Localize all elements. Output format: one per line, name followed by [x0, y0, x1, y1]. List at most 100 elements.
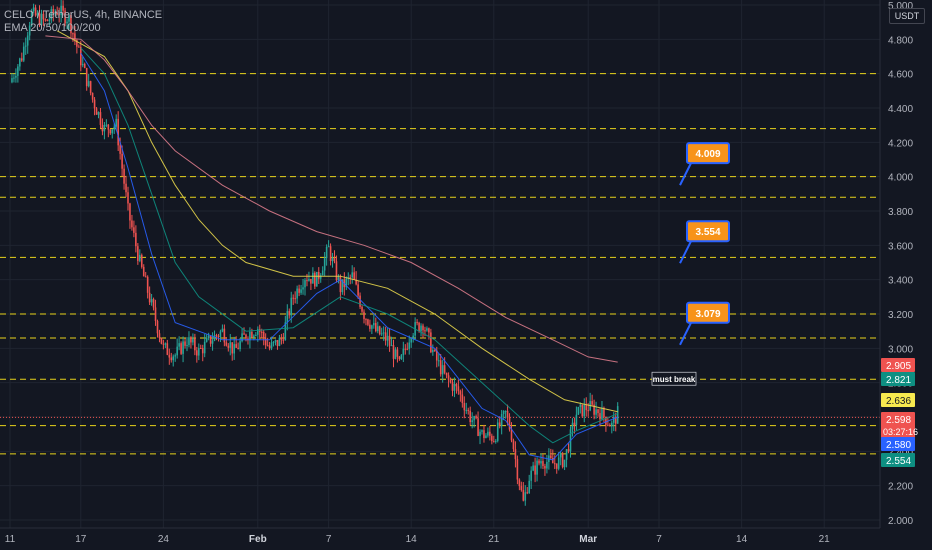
price-tick-label: 4.200	[888, 138, 913, 149]
target-label-3: 3.079	[679, 301, 730, 346]
candle-down	[56, 12, 58, 15]
candle-down	[457, 386, 460, 392]
candle-down	[215, 335, 218, 337]
candle-up	[17, 66, 19, 76]
symbol-title[interactable]: CELO / TetherUS, 4h, BINANCE	[4, 9, 163, 21]
candle-up	[347, 277, 350, 279]
candle-down	[148, 292, 151, 303]
candle-down	[392, 345, 395, 359]
candle-up	[97, 112, 100, 115]
candle-up	[351, 272, 353, 278]
candle-up	[221, 328, 224, 332]
price-tag	[881, 372, 915, 386]
indicator-title[interactable]: EMA 20/50/100/200	[4, 22, 101, 34]
candle-up	[233, 344, 235, 354]
candle-up	[345, 278, 348, 288]
candle-down	[510, 429, 513, 441]
candle-down	[430, 332, 432, 353]
candle-down	[398, 356, 401, 360]
candle-up	[524, 492, 527, 501]
candle-down	[605, 416, 607, 425]
candle-up	[504, 410, 507, 412]
candle-up	[278, 337, 281, 346]
candle-up	[182, 341, 184, 354]
candle-down	[109, 129, 112, 134]
candle-down	[384, 332, 387, 341]
candle-down	[406, 348, 409, 350]
candle-up	[19, 58, 21, 67]
candle-up	[390, 345, 393, 347]
candle-down	[243, 333, 245, 335]
candle-down	[573, 422, 576, 426]
candle-up	[115, 118, 117, 127]
time-tick-label: 7	[656, 534, 662, 545]
candle-up	[481, 430, 483, 432]
candle-down	[599, 413, 601, 420]
candle-up	[213, 335, 216, 341]
candle-up	[24, 45, 27, 47]
candle-up	[105, 124, 108, 126]
candle-down	[129, 203, 131, 221]
candle-down	[310, 278, 312, 284]
candle-down	[52, 9, 55, 15]
candle-down	[194, 338, 196, 351]
candle-down	[76, 40, 78, 47]
candle-up	[87, 81, 90, 87]
candle-up	[296, 288, 298, 299]
candle-down	[83, 64, 86, 68]
time-tick-label: 14	[736, 534, 748, 545]
candle-up	[50, 9, 53, 20]
candle-down	[512, 440, 515, 450]
candle-up	[595, 409, 597, 415]
candle-down	[140, 254, 143, 267]
candle-up	[373, 323, 375, 326]
candle-up	[164, 343, 167, 345]
candle-down	[491, 435, 493, 442]
candle-down	[46, 19, 49, 21]
candle-down	[516, 459, 519, 480]
price-tag-label: 2.598	[886, 415, 911, 426]
candle-down	[567, 449, 570, 452]
candle-down	[552, 458, 554, 464]
candle-up	[30, 11, 33, 26]
candle-up	[546, 461, 548, 469]
candle-up	[394, 349, 397, 359]
candle-down	[363, 311, 365, 320]
candle-up	[304, 280, 306, 288]
candle-up	[494, 440, 497, 442]
target-box	[686, 301, 730, 324]
candle-up	[270, 342, 273, 349]
price-tag-label: 2.580	[886, 440, 911, 451]
currency-badge[interactable]: USDT	[889, 8, 925, 24]
candle-down	[142, 266, 145, 277]
candle-down	[561, 453, 564, 468]
candle-down	[555, 463, 558, 469]
candle-up	[376, 326, 379, 332]
candle-down	[21, 58, 23, 61]
candle-down	[156, 321, 159, 334]
candle-up	[426, 328, 428, 331]
target-box	[686, 142, 730, 165]
candle-down	[550, 455, 552, 459]
price-tick-label: 3.000	[888, 344, 913, 355]
candle-up	[325, 246, 328, 259]
price-tick-label: 4.600	[888, 70, 913, 81]
candle-down	[152, 299, 155, 308]
price-tick-label: 3.400	[888, 276, 913, 287]
candle-down	[597, 409, 599, 414]
candle-down	[99, 112, 102, 125]
candle-up	[272, 341, 275, 343]
candle-down	[135, 232, 137, 247]
candle-down	[231, 342, 234, 354]
candle-down	[455, 384, 458, 387]
candle-down	[245, 334, 247, 339]
candle-down	[95, 108, 98, 115]
annotations: 4.009 3.554 3.079 must break	[651, 142, 730, 386]
candle-up	[485, 435, 487, 438]
candle-up	[371, 325, 373, 329]
candle-down	[117, 118, 119, 146]
candle-up	[15, 75, 17, 78]
candle-up	[66, 21, 68, 24]
candle-down	[280, 337, 283, 340]
